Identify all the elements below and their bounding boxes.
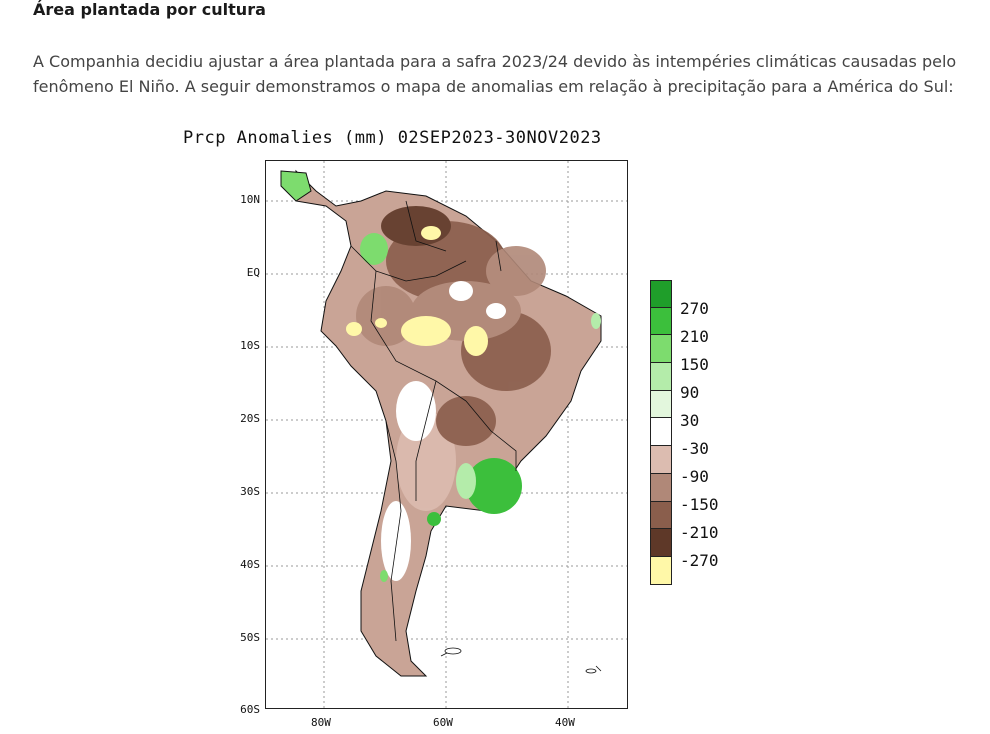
lat-label-60s: 60S bbox=[240, 703, 260, 716]
legend-label: -270 bbox=[680, 551, 719, 570]
legend-label: 90 bbox=[680, 383, 700, 402]
extreme-dry-patches bbox=[346, 226, 488, 356]
lat-label-40s: 40S bbox=[240, 558, 260, 571]
legend-label: -90 bbox=[680, 467, 709, 486]
map-legend: 270 210 150 90 30 -30 -90 -150 -210 -270 bbox=[650, 280, 719, 585]
legend-swatch-11 bbox=[650, 556, 672, 585]
lon-label-60w: 60W bbox=[433, 716, 453, 729]
legend-swatch-5 bbox=[650, 390, 672, 419]
lat-label-20s: 20S bbox=[240, 412, 260, 425]
legend-label: 270 bbox=[680, 299, 709, 318]
lat-label-10s: 10S bbox=[240, 339, 260, 352]
precipitation-anomaly-map bbox=[265, 160, 628, 709]
legend-label: 30 bbox=[680, 411, 700, 430]
legend-label: -30 bbox=[680, 439, 709, 458]
map-svg bbox=[266, 161, 627, 708]
legend-label: 210 bbox=[680, 327, 709, 346]
intro-paragraph: A Companhia decidiu ajustar a área plant… bbox=[33, 52, 957, 96]
positive-anomaly-patches bbox=[280, 170, 601, 582]
legend-swatch-1 bbox=[650, 280, 672, 308]
legend-swatch-2 bbox=[650, 307, 672, 336]
lon-label-40w: 40W bbox=[555, 716, 575, 729]
legend-label: -210 bbox=[680, 523, 719, 542]
lat-label-30s: 30S bbox=[240, 485, 260, 498]
legend-swatch-8 bbox=[650, 473, 672, 502]
near-zero-patches bbox=[381, 281, 506, 581]
legend-label: -150 bbox=[680, 495, 719, 514]
lat-label-50s: 50S bbox=[240, 631, 260, 644]
legend-swatch-3 bbox=[650, 335, 672, 364]
section-heading: Área plantada por cultura bbox=[33, 0, 266, 19]
legend-swatch-6 bbox=[650, 418, 672, 447]
lat-label-eq: EQ bbox=[246, 266, 260, 279]
legend-swatch-4 bbox=[650, 363, 672, 391]
lat-label-10n: 10N bbox=[240, 193, 260, 206]
legend-swatch-9 bbox=[650, 501, 672, 530]
lon-label-80w: 80W bbox=[311, 716, 331, 729]
map-title: Prcp Anomalies (mm) 02SEP2023-30NOV2023 bbox=[183, 128, 602, 148]
falkland-islands bbox=[444, 647, 597, 674]
legend-label: 150 bbox=[680, 355, 709, 374]
legend-swatch-10 bbox=[650, 529, 672, 557]
country-borders bbox=[350, 200, 602, 672]
legend-swatch-7 bbox=[650, 446, 672, 474]
